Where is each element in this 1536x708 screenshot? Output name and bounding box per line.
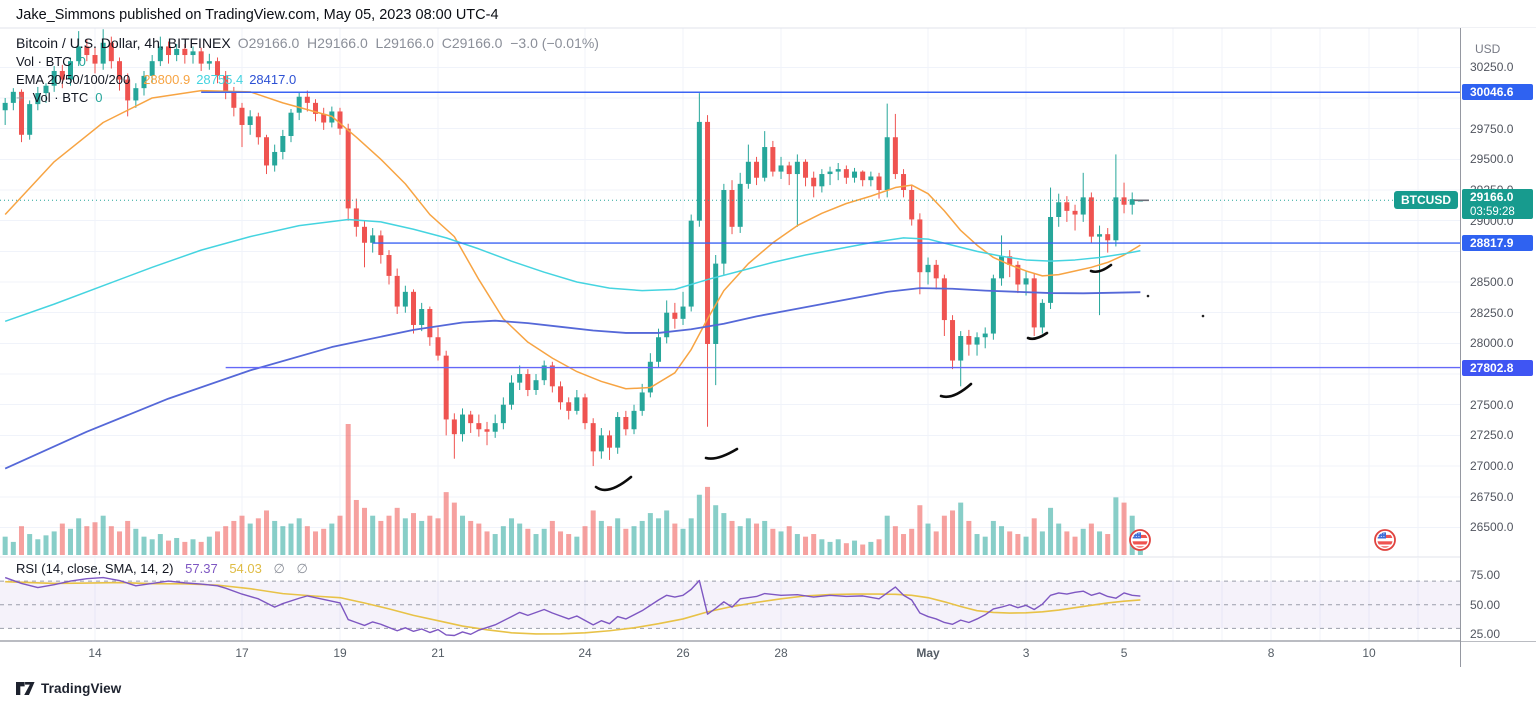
price-tick-label: 27250.0 — [1470, 428, 1514, 443]
time-tick-label: 19 — [333, 646, 347, 660]
volume-value: 0 — [78, 53, 86, 69]
ema-value: 28755.4 — [196, 71, 244, 87]
ema50-line — [4, 218, 1141, 322]
time-tick-label: 28 — [774, 646, 788, 660]
volume-legend-row-2[interactable]: + Vol · BTC 0 — [16, 89, 103, 105]
rsi-value: 57.37 — [185, 561, 218, 576]
price-tick-label: 26750.0 — [1470, 489, 1514, 504]
time-tick-label: 5 — [1120, 646, 1128, 660]
ema-value: 28800.9 — [143, 71, 191, 87]
candles — [2, 29, 1143, 467]
price-tick-label: 28250.0 — [1470, 305, 1514, 320]
time-tick-label: 8 — [1267, 646, 1275, 660]
grid-lines — [0, 28, 1461, 641]
ema-legend-row[interactable]: EMA 20/50/100/200 28800.9 28755.4 28417.0 — [16, 71, 297, 87]
us-flag-event-icon[interactable] — [1374, 529, 1396, 551]
rsi-tick-label: 75.00 — [1470, 568, 1501, 583]
price-tick-label: 30250.0 — [1470, 60, 1514, 75]
symbol-legend-row[interactable]: Bitcoin / U.S. Dollar, 4h, BITFINEX O291… — [16, 34, 599, 52]
tradingview-logo[interactable]: TradingView — [16, 681, 121, 696]
rsi-legend-row[interactable]: RSI (14, close, SMA, 14, 2) 57.37 54.03 … — [16, 561, 316, 577]
last-price-label: 29166.0 03:59:28 — [1462, 189, 1533, 220]
price-tick-label: 26500.0 — [1470, 520, 1514, 535]
ohlc-readout: O29166.0 H29166.0 L29166.0 C29166.0 −3.0… — [237, 35, 599, 51]
drawing-annotation — [704, 447, 739, 460]
change-value: −3.0 (−0.01%) — [510, 35, 599, 51]
drawing-annotation — [594, 475, 633, 492]
chart-legend: Bitcoin / U.S. Dollar, 4h, BITFINEX O291… — [16, 34, 599, 106]
time-tick-label: 24 — [578, 646, 592, 660]
time-tick-label: 26 — [676, 646, 690, 660]
ema100-line — [4, 287, 1141, 470]
drawing-annotation — [1026, 331, 1049, 341]
drawing-annotation — [939, 382, 973, 399]
ema-values: 28800.9 28755.4 28417.0 — [137, 72, 296, 87]
drawing-dot — [1201, 314, 1205, 318]
tradingview-logo-icon — [16, 682, 35, 695]
time-tick-label: 3 — [1022, 646, 1030, 660]
price-level-label: 27802.8 — [1462, 359, 1533, 376]
rsi-line — [4, 576, 1141, 637]
volume-bars — [2, 424, 1143, 555]
rsi-legend-title: RSI (14, close, SMA, 14, 2) — [16, 561, 174, 576]
price-tick-label: 28000.0 — [1470, 336, 1514, 351]
price-tick-label: 27500.0 — [1470, 397, 1514, 412]
time-tick-label: 10 — [1362, 646, 1376, 660]
rsi-pane — [4, 576, 1141, 637]
tradingview-logo-text: TradingView — [41, 681, 122, 696]
currency-label: USD — [1475, 42, 1501, 56]
rsi-empty-band-icon-2: ∅ — [296, 561, 308, 576]
price-tick-label: 27000.0 — [1470, 459, 1514, 474]
rsi-ma-value: 54.03 — [229, 561, 262, 576]
rsi-tick-label: 50.00 — [1470, 597, 1501, 612]
time-tick-label: 21 — [431, 646, 445, 660]
symbol-title: Bitcoin / U.S. Dollar, 4h, BITFINEX — [16, 35, 231, 51]
volume-value-2: 0 — [95, 89, 103, 105]
rsi-ma-line — [5, 580, 1141, 635]
price-tick-label: 28500.0 — [1470, 275, 1514, 290]
volume-legend-row[interactable]: Vol · BTC 0 — [16, 53, 86, 69]
us-flag-event-icon[interactable] — [1129, 529, 1151, 551]
ema-value: 28417.0 — [249, 71, 297, 87]
price-level-label: 30046.6 — [1462, 84, 1533, 101]
time-tick-label: May — [916, 646, 940, 660]
drawing-annotation — [1089, 263, 1113, 274]
time-tick-label: 14 — [88, 646, 102, 660]
price-axis[interactable]: USD 30250.029750.029500.029250.029000.02… — [1461, 28, 1536, 641]
price-tick-label: 29500.0 — [1470, 152, 1514, 167]
price-level-label: 28817.9 — [1462, 235, 1533, 252]
time-tick-label: 17 — [235, 646, 249, 660]
rsi-empty-band-icon: ∅ — [273, 561, 285, 576]
ema20-line — [4, 89, 1141, 390]
publish-watermark: Jake_Simmons published on TradingView.co… — [16, 7, 499, 23]
price-tick-label: 29750.0 — [1470, 121, 1514, 136]
drawing-dot — [1146, 294, 1150, 298]
symbol-price-tag: BTCUSD — [1394, 191, 1458, 210]
rsi-tick-label: 25.00 — [1470, 627, 1501, 642]
ema-overlays — [4, 89, 1141, 470]
pane-frame — [0, 27, 1536, 667]
plus-icon[interactable]: + — [16, 89, 24, 105]
